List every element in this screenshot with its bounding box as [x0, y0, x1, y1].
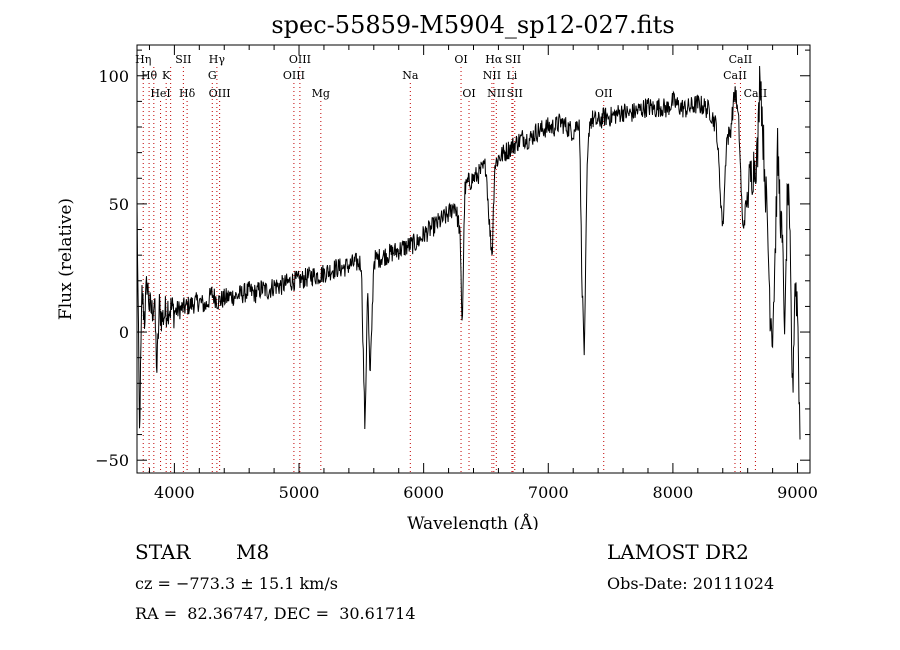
y-tick-label: 50 [109, 195, 129, 214]
line-marker-label: Mg [312, 87, 330, 100]
sky-coordinates: RA = 82.36747, DEC = 30.61714 [135, 604, 416, 623]
y-tick-label: 100 [98, 67, 129, 86]
line-markers [142, 67, 756, 473]
line-marker-label: SII [175, 53, 191, 66]
line-marker-label: OIII [209, 87, 231, 100]
line-marker-label: SII [505, 53, 521, 66]
object-class: STAR [135, 540, 191, 564]
line-marker-label: CaII [723, 69, 747, 82]
y-tick-label: 0 [119, 323, 129, 342]
x-tick-label: 7000 [528, 483, 569, 502]
line-marker-label: Hγ [209, 53, 226, 66]
line-marker-label: SII [507, 87, 523, 100]
line-marker-label: K [162, 69, 171, 82]
survey-name: LAMOST DR2 [607, 540, 749, 564]
line-marker-label: HeI [150, 87, 170, 100]
line-marker-label: OIII [283, 69, 305, 82]
line-marker-label: OI [454, 53, 467, 66]
object-subclass: M8 [236, 540, 270, 564]
line-marker-label: OIII [289, 53, 311, 66]
x-tick-label: 6000 [403, 483, 444, 502]
y-axis: −50 0 50 100 [95, 49, 810, 470]
line-marker-labels: Hη Hθ HeI K SII Hδ G Hγ OIII OIII OIII Mg Na OI OI NII H… [135, 53, 767, 100]
spectrum-series-line [136, 65, 801, 440]
x-tick-label: 8000 [653, 483, 694, 502]
line-marker-label: G [208, 69, 217, 82]
line-marker-label: Hδ [179, 87, 196, 100]
line-marker-label: Hα [485, 53, 503, 66]
x-tick-label: 5000 [279, 483, 320, 502]
line-marker-label: NII [483, 69, 501, 82]
line-marker-label: CaII [729, 53, 753, 66]
line-marker-label: OI [462, 87, 475, 100]
spectrum-chart: Hη Hθ HeI K SII Hδ G Hγ OIII OIII OIII Mg Na OI OI NII H… [56, 11, 818, 530]
line-marker-label: Na [402, 69, 419, 82]
observation-date: Obs-Date: 20111024 [607, 574, 775, 593]
line-marker-label: Li [506, 69, 517, 82]
y-axis-label: Flux (relative) [56, 198, 76, 320]
x-axis: 4000 5000 6000 7000 8000 9000 [148, 45, 818, 502]
x-tick-label: 9000 [777, 483, 818, 502]
line-marker-label: Hθ [141, 69, 158, 82]
line-marker-label: Hη [135, 53, 151, 66]
redshift-value: cz = −773.3 ± 15.1 km/s [135, 574, 338, 593]
line-marker-label: NII [487, 87, 505, 100]
x-axis-label: Wavelength (Å) [407, 513, 539, 530]
line-marker-label: CaII [744, 87, 768, 100]
y-tick-label: −50 [95, 451, 129, 470]
x-tick-label: 4000 [154, 483, 195, 502]
line-marker-label: OII [595, 87, 613, 100]
chart-title: spec-55859-M5904_sp12-027.fits [271, 11, 674, 39]
